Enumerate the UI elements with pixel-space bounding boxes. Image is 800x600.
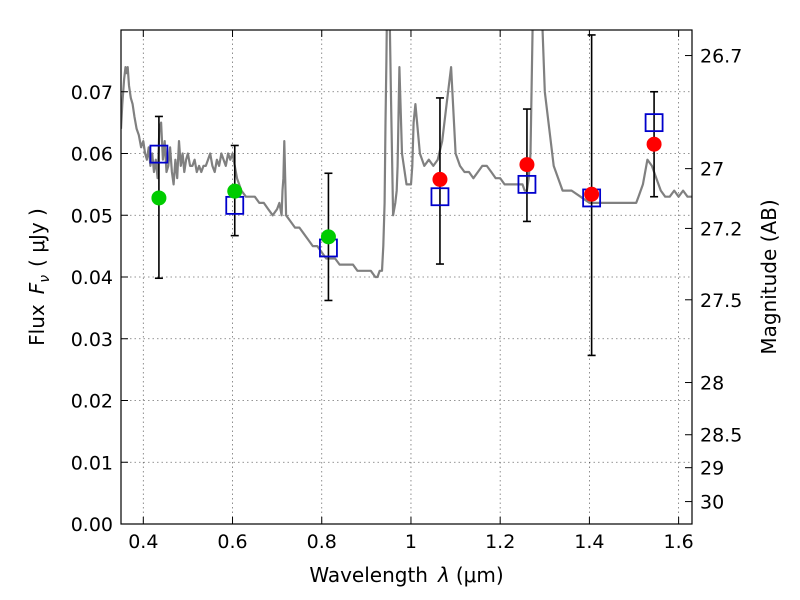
series-0-square-4 (517, 174, 537, 194)
y2-tick-label-5: 28.5 (700, 425, 742, 447)
x-axis-label-unit: (μm) (456, 563, 504, 587)
y2-tick-label-1: 27 (700, 159, 724, 181)
tick-layer: 0.4 0.6 0.8 1 1.2 1.4 1.6 0.00 0.01 0.02 0.03 0.04 0… (71, 30, 742, 553)
series-0-square-6 (644, 113, 664, 133)
y-tick-label-4: 0.04 (71, 267, 113, 289)
y-axis-label-unit: ( μJy ) (25, 208, 49, 267)
series-2-circle-2 (584, 186, 600, 202)
y2-tick-label-3: 27.5 (700, 290, 742, 312)
y-tick-label-7: 0.07 (71, 82, 113, 104)
series-0-square-3 (430, 187, 450, 207)
y-tick-label-3: 0.03 (71, 329, 113, 351)
series-1-circle-1 (227, 183, 243, 199)
x-tick-label-3: 1 (405, 531, 417, 553)
series-1-circle-2 (320, 229, 336, 245)
series-1-circle-0 (151, 190, 167, 206)
x-tick-label-6: 1.6 (664, 531, 694, 553)
y-tick-label-5: 0.05 (71, 205, 113, 227)
y2-tick-label-4: 28 (700, 373, 724, 395)
y2-tick-label-7: 30 (700, 492, 724, 514)
x-axis-label-symbol: λ (437, 563, 450, 587)
x-tick-label-5: 1.4 (574, 531, 604, 553)
y-tick-label-2: 0.02 (71, 391, 113, 413)
series-2-circle-1 (519, 157, 535, 173)
y-axis-label-symbol-sub: ν (37, 275, 53, 283)
y2-axis-label: Magnitude (AB) (757, 199, 781, 354)
gridlines (121, 30, 692, 525)
series-0-square-0 (149, 144, 169, 164)
series-2-circle-0 (432, 171, 448, 187)
x-axis-label-text: Wavelength (309, 563, 428, 587)
x-tick-label-1: 0.6 (217, 531, 247, 553)
y-axis-label-symbol: F (25, 282, 49, 294)
x-tick-label-4: 1.2 (485, 531, 515, 553)
y-tick-label-0: 0.00 (71, 514, 113, 536)
y2-tick-label-6: 29 (700, 458, 724, 480)
marker-layer (149, 113, 664, 258)
y2-tick-label-2: 27.2 (700, 218, 742, 240)
y-axis-label: Flux Fν ( μJy ) (25, 208, 53, 346)
x-tick-label-2: 0.8 (307, 531, 337, 553)
x-tick-label-0: 0.4 (128, 531, 158, 553)
model-spectrum-line (121, 30, 692, 279)
y2-tick-label-0: 26.7 (700, 46, 742, 68)
series-2-circle-3 (646, 136, 662, 152)
x-axis-label: Wavelength λ (μm) (309, 563, 503, 587)
y-axis-label-text: Flux (25, 304, 49, 346)
y-tick-label-1: 0.01 (71, 452, 113, 474)
y-tick-label-6: 0.06 (71, 144, 113, 166)
model-spectrum-layer (121, 30, 692, 279)
